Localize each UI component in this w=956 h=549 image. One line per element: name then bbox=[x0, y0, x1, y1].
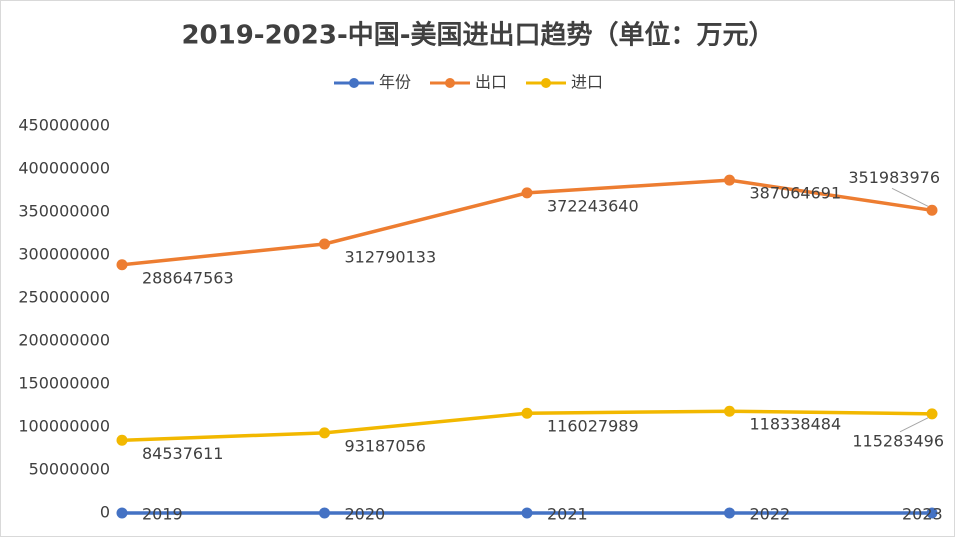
legend-label: 进口 bbox=[571, 73, 603, 92]
y-tick-label: 350000000 bbox=[18, 202, 110, 221]
data-label: 2019 bbox=[142, 504, 183, 523]
data-point bbox=[926, 507, 938, 519]
data-label: 115283496 bbox=[852, 431, 944, 450]
data-label: 118338484 bbox=[750, 415, 842, 434]
data-label: 2020 bbox=[345, 504, 386, 523]
data-point bbox=[319, 507, 330, 519]
y-tick-label: 100000000 bbox=[18, 417, 110, 436]
data-label: 312790133 bbox=[345, 248, 437, 267]
data-point bbox=[116, 259, 128, 271]
data-label: 2021 bbox=[547, 504, 588, 523]
y-tick-label: 200000000 bbox=[18, 331, 110, 350]
data-label: 84537611 bbox=[142, 444, 223, 463]
data-point bbox=[116, 507, 128, 519]
data-point bbox=[521, 507, 533, 519]
data-label: 387064691 bbox=[750, 184, 842, 203]
y-tick-label: 250000000 bbox=[18, 288, 110, 307]
y-tick-label: 300000000 bbox=[18, 245, 110, 264]
y-tick-label: 450000000 bbox=[18, 116, 110, 135]
data-point bbox=[319, 238, 330, 250]
data-label: 2023 bbox=[902, 504, 943, 523]
data-label: 288647563 bbox=[142, 268, 234, 287]
legend-marker bbox=[541, 78, 551, 88]
y-tick-label: 0 bbox=[100, 503, 110, 522]
data-point bbox=[724, 405, 735, 417]
data-point bbox=[116, 434, 128, 446]
legend-marker bbox=[445, 78, 455, 88]
y-tick-label: 400000000 bbox=[18, 159, 110, 178]
leader-line bbox=[899, 417, 929, 433]
chart-title: 2019-2023-中国-美国进出口趋势（单位：万元） bbox=[181, 20, 774, 51]
data-label: 93187056 bbox=[345, 436, 426, 455]
data-point bbox=[521, 407, 533, 419]
data-point bbox=[319, 427, 330, 439]
data-label: 372243640 bbox=[547, 196, 639, 215]
y-tick-label: 50000000 bbox=[29, 460, 110, 479]
legend-label: 出口 bbox=[475, 73, 507, 92]
data-point bbox=[521, 187, 533, 199]
legend-marker bbox=[349, 78, 359, 88]
data-point bbox=[926, 204, 938, 216]
data-label: 2022 bbox=[750, 504, 791, 523]
legend-label: 年份 bbox=[379, 73, 411, 92]
data-point bbox=[724, 174, 735, 186]
data-label: 351983976 bbox=[848, 168, 940, 187]
y-tick-label: 150000000 bbox=[18, 374, 110, 393]
data-label: 116027989 bbox=[547, 417, 639, 436]
leader-line bbox=[891, 187, 929, 207]
chart-border bbox=[0, 0, 955, 537]
data-point bbox=[724, 507, 735, 519]
data-point bbox=[926, 408, 938, 420]
